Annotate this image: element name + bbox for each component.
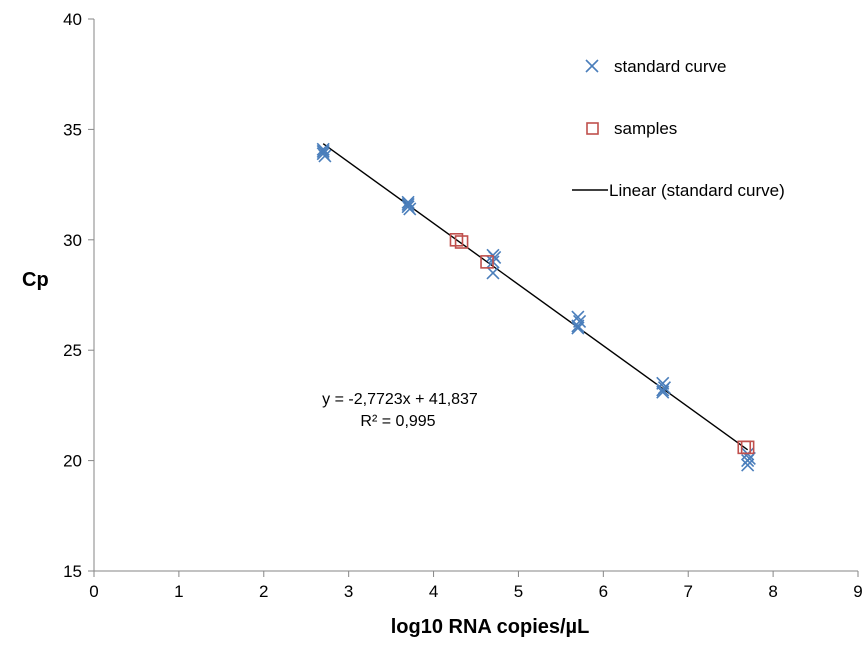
x-marker-stroke — [656, 385, 670, 399]
x-tick-label: 3 — [344, 582, 353, 601]
x-tick-label: 0 — [89, 582, 98, 601]
legend-marker-samples — [586, 122, 599, 135]
data-point-standard-curve — [657, 381, 672, 395]
x-marker-stroke — [401, 195, 415, 209]
x-marker-stroke — [742, 451, 756, 465]
data-point-sample — [454, 235, 469, 249]
data-point-standard-curve — [571, 319, 585, 333]
r-squared-label: R² = 0,995 — [360, 413, 435, 430]
axes: 15 20 25 30 35 40 0 1 2 3 4 5 6 7 8 9 — [63, 10, 862, 601]
data-point-standard-curve — [656, 385, 670, 399]
y-tick-label: 40 — [63, 10, 82, 29]
regression-equation: y = -2,7723x + 41,837 — [322, 391, 478, 408]
x-tick-label: 2 — [259, 582, 268, 601]
data-point-standard-curve — [742, 451, 756, 465]
x-tick-label: 5 — [514, 582, 523, 601]
x-marker-stroke — [318, 149, 332, 163]
data-point-standard-curve — [318, 149, 332, 163]
x-tick-label: 4 — [429, 582, 438, 601]
x-marker-stroke — [401, 197, 415, 212]
x-tick-label: 9 — [853, 582, 862, 601]
data-point-sample — [449, 233, 464, 247]
data-point-standard-curve — [401, 197, 415, 212]
x-axis-title: log10 RNA copies/µL — [391, 616, 590, 638]
y-tick-label: 15 — [63, 562, 82, 581]
y-tick-label: 30 — [63, 231, 82, 250]
legend-label-samples: samples — [614, 119, 677, 138]
data-point-standard-curve — [572, 314, 587, 329]
data-point-standard-curve — [488, 250, 502, 265]
y-tick-label: 20 — [63, 452, 82, 471]
trendline — [322, 143, 749, 451]
trendline-layer — [322, 143, 749, 451]
x-marker-stroke — [488, 250, 502, 265]
x-tick-label: 6 — [599, 582, 608, 601]
data-point-sample — [740, 440, 755, 455]
legend-label-standard-curve: standard curve — [614, 57, 726, 76]
y-tick-label: 25 — [63, 341, 82, 360]
y-tick-label: 35 — [63, 120, 82, 139]
x-marker-stroke — [486, 266, 500, 280]
legend-label-linear: Linear (standard curve) — [609, 181, 785, 200]
x-marker-stroke — [572, 314, 587, 329]
data-point-standard-curve — [486, 266, 500, 280]
points-layer — [316, 142, 756, 472]
x-tick-label: 8 — [768, 582, 777, 601]
legend: standard curve samples Linear (standard … — [572, 57, 785, 200]
data-point-sample — [480, 255, 494, 269]
y-axis-title: Cp — [22, 269, 49, 291]
legend-marker-standard-curve — [585, 59, 599, 73]
data-point-standard-curve — [403, 202, 417, 216]
x-marker-stroke — [316, 142, 330, 156]
x-marker-stroke — [403, 202, 417, 216]
x-marker-stroke — [316, 144, 330, 159]
x-tick-label: 1 — [174, 582, 183, 601]
data-point-standard-curve — [316, 144, 330, 159]
x-marker-stroke — [657, 381, 672, 395]
x-marker-stroke — [571, 319, 585, 333]
x-tick-label: 7 — [683, 582, 692, 601]
